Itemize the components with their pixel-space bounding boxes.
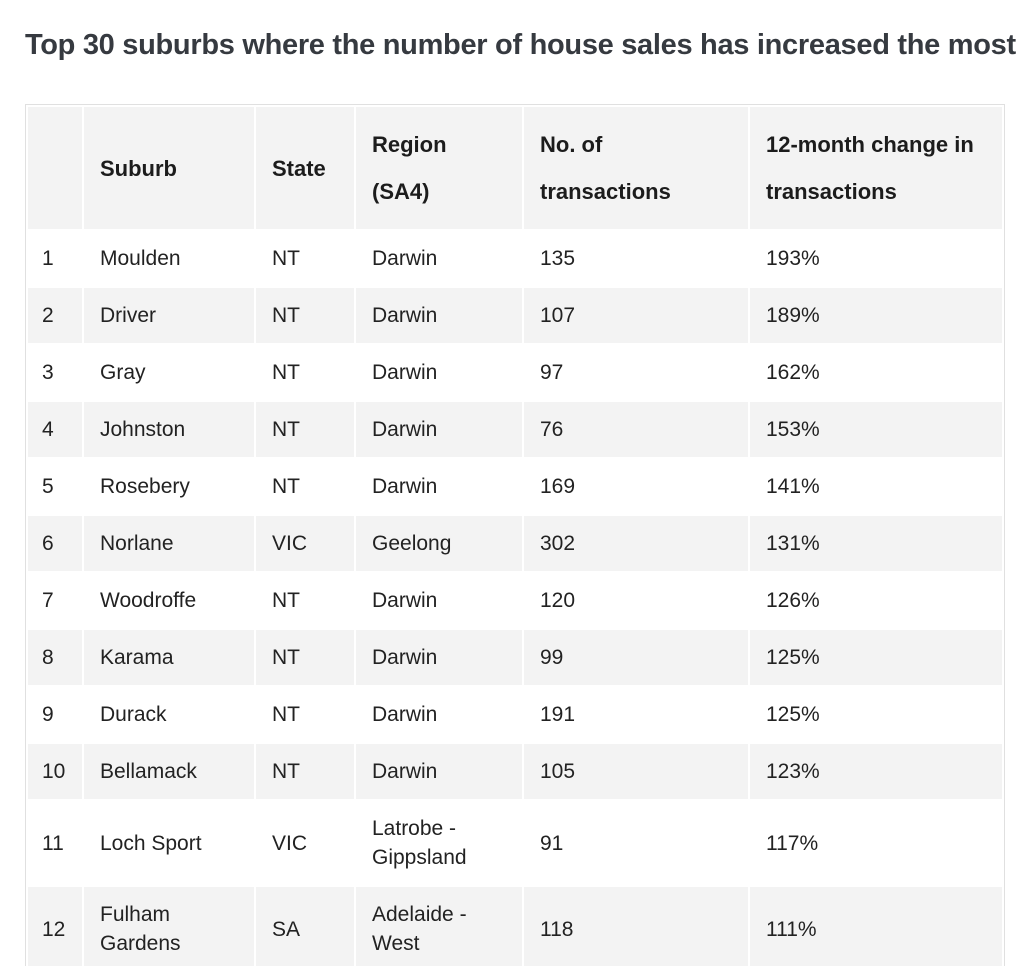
transactions-cell: 302 — [524, 516, 748, 571]
change-cell: 111% — [750, 887, 1002, 966]
table-row: 5 Rosebery NT Darwin 169 141% — [28, 459, 1002, 514]
rank-cell: 12 — [28, 887, 82, 966]
region-cell: Darwin — [356, 288, 522, 343]
state-cell: NT — [256, 687, 354, 742]
transactions-cell: 135 — [524, 231, 748, 286]
transactions-cell: 76 — [524, 402, 748, 457]
suburb-cell: Moulden — [84, 231, 254, 286]
transactions-cell: 105 — [524, 744, 748, 799]
suburb-cell: Durack — [84, 687, 254, 742]
state-cell: NT — [256, 459, 354, 514]
region-cell: Darwin — [356, 459, 522, 514]
table-row: 3 Gray NT Darwin 97 162% — [28, 345, 1002, 400]
region-cell: Geelong — [356, 516, 522, 571]
table-row: 12 Fulham Gardens SA Adelaide - West 118… — [28, 887, 1002, 966]
state-cell: SA — [256, 887, 354, 966]
rank-cell: 9 — [28, 687, 82, 742]
state-cell: VIC — [256, 801, 354, 885]
region-cell: Darwin — [356, 231, 522, 286]
state-cell: NT — [256, 630, 354, 685]
change-cell: 141% — [750, 459, 1002, 514]
table-row: 6 Norlane VIC Geelong 302 131% — [28, 516, 1002, 571]
change-cell: 162% — [750, 345, 1002, 400]
rank-cell: 8 — [28, 630, 82, 685]
table-row: 11 Loch Sport VIC Latrobe - Gippsland 91… — [28, 801, 1002, 885]
change-cell: 193% — [750, 231, 1002, 286]
change-cell: 117% — [750, 801, 1002, 885]
suburb-cell: Karama — [84, 630, 254, 685]
rank-cell: 5 — [28, 459, 82, 514]
table-header-row: Suburb State Region (SA4) No. of transac… — [28, 107, 1002, 229]
region-cell: Darwin — [356, 345, 522, 400]
col-header-state: State — [256, 107, 354, 229]
table-row: 8 Karama NT Darwin 99 125% — [28, 630, 1002, 685]
suburb-cell: Rosebery — [84, 459, 254, 514]
state-cell: NT — [256, 231, 354, 286]
table-row: 1 Moulden NT Darwin 135 193% — [28, 231, 1002, 286]
col-header-suburb: Suburb — [84, 107, 254, 229]
region-cell: Latrobe - Gippsland — [356, 801, 522, 885]
change-cell: 189% — [750, 288, 1002, 343]
change-cell: 153% — [750, 402, 1002, 457]
state-cell: NT — [256, 402, 354, 457]
col-header-region-sa4: Region (SA4) — [356, 107, 522, 229]
top-suburbs-sales-table: Suburb State Region (SA4) No. of transac… — [25, 104, 1005, 966]
state-cell: VIC — [256, 516, 354, 571]
table-row: 2 Driver NT Darwin 107 189% — [28, 288, 1002, 343]
rank-cell: 2 — [28, 288, 82, 343]
region-cell: Adelaide - West — [356, 887, 522, 966]
rank-cell: 10 — [28, 744, 82, 799]
col-header-12-month-change: 12-month change in transactions — [750, 107, 1002, 229]
transactions-cell: 99 — [524, 630, 748, 685]
region-cell: Darwin — [356, 687, 522, 742]
rank-cell: 7 — [28, 573, 82, 628]
suburb-cell: Bellamack — [84, 744, 254, 799]
suburb-cell: Norlane — [84, 516, 254, 571]
state-cell: NT — [256, 345, 354, 400]
rank-cell: 11 — [28, 801, 82, 885]
change-cell: 125% — [750, 630, 1002, 685]
table-row: 4 Johnston NT Darwin 76 153% — [28, 402, 1002, 457]
state-cell: NT — [256, 288, 354, 343]
transactions-cell: 120 — [524, 573, 748, 628]
col-header-no-of-transactions: No. of transactions — [524, 107, 748, 229]
change-cell: 131% — [750, 516, 1002, 571]
rank-cell: 3 — [28, 345, 82, 400]
table-row: 7 Woodroffe NT Darwin 120 126% — [28, 573, 1002, 628]
suburb-cell: Gray — [84, 345, 254, 400]
page-title: Top 30 suburbs where the number of house… — [25, 29, 1016, 61]
region-cell: Darwin — [356, 630, 522, 685]
suburb-cell: Driver — [84, 288, 254, 343]
suburb-cell: Fulham Gardens — [84, 887, 254, 966]
transactions-cell: 191 — [524, 687, 748, 742]
change-cell: 123% — [750, 744, 1002, 799]
table-body: 1 Moulden NT Darwin 135 193% 2 Driver NT… — [28, 231, 1002, 966]
transactions-cell: 91 — [524, 801, 748, 885]
transactions-cell: 118 — [524, 887, 748, 966]
table-row: 10 Bellamack NT Darwin 105 123% — [28, 744, 1002, 799]
state-cell: NT — [256, 744, 354, 799]
change-cell: 125% — [750, 687, 1002, 742]
region-cell: Darwin — [356, 573, 522, 628]
transactions-cell: 107 — [524, 288, 748, 343]
region-cell: Darwin — [356, 402, 522, 457]
suburb-cell: Woodroffe — [84, 573, 254, 628]
transactions-cell: 169 — [524, 459, 748, 514]
col-header-rank — [28, 107, 82, 229]
region-cell: Darwin — [356, 744, 522, 799]
table-row: 9 Durack NT Darwin 191 125% — [28, 687, 1002, 742]
rank-cell: 1 — [28, 231, 82, 286]
rank-cell: 4 — [28, 402, 82, 457]
change-cell: 126% — [750, 573, 1002, 628]
state-cell: NT — [256, 573, 354, 628]
transactions-cell: 97 — [524, 345, 748, 400]
rank-cell: 6 — [28, 516, 82, 571]
suburb-cell: Johnston — [84, 402, 254, 457]
suburb-cell: Loch Sport — [84, 801, 254, 885]
